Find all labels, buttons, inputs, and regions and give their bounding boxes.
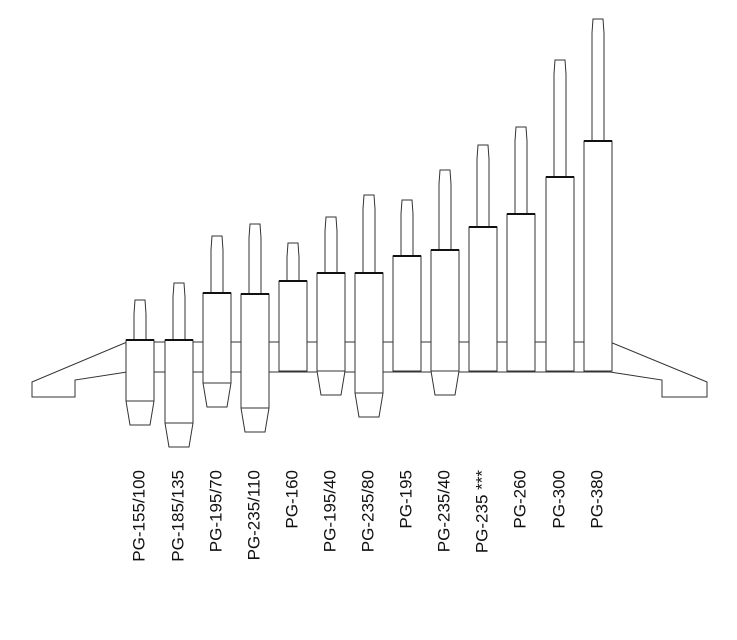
piston-rod <box>400 199 414 257</box>
model-label: PG-300 <box>549 470 568 529</box>
piston-rod <box>362 194 376 274</box>
piston-rod <box>133 299 147 341</box>
gas-spring <box>316 216 346 396</box>
gas-spring <box>545 59 575 372</box>
cylinder-body <box>202 292 232 408</box>
gas-spring <box>278 242 308 372</box>
cylinder-body <box>545 176 575 372</box>
model-label: PG-235/80 <box>358 470 377 552</box>
model-label: PG-195/40 <box>320 470 339 552</box>
gas-spring <box>354 194 384 418</box>
gas-spring <box>583 18 613 372</box>
gas-spring <box>430 169 460 396</box>
piston-rod <box>210 235 224 294</box>
cylinder-body <box>506 213 536 372</box>
gas-spring <box>240 223 270 433</box>
gas-spring <box>468 144 498 372</box>
piston-rod <box>286 242 300 282</box>
cylinder-body <box>354 272 384 418</box>
model-label: PG-235 *** <box>472 470 491 554</box>
model-label: PG-235/110 <box>244 470 263 560</box>
piston-rod <box>438 169 452 251</box>
cylinder-body <box>164 339 194 448</box>
piston-rod <box>591 18 605 142</box>
gas-spring <box>202 235 232 408</box>
model-label: PG-195/70 <box>206 470 225 552</box>
model-label: PG-185/135 <box>168 470 187 562</box>
piston-rod <box>514 126 528 215</box>
piston-rod <box>553 59 567 178</box>
cylinder-body <box>392 255 422 372</box>
gas-spring <box>164 282 194 448</box>
cylinder-body <box>430 249 460 396</box>
gas-spring <box>392 199 422 372</box>
cylinder-body <box>240 293 270 433</box>
model-label: PG-160 <box>282 470 301 529</box>
gas-spring <box>125 299 155 426</box>
model-label: PG-155/100 <box>129 470 148 562</box>
piston-rod <box>172 282 186 341</box>
model-label: PG-260 <box>510 470 529 529</box>
piston-rod <box>324 216 338 274</box>
gas-spring <box>506 126 536 372</box>
model-label: PG-195 <box>396 470 415 529</box>
cylinder-body <box>125 339 155 426</box>
cylinder-body <box>278 280 308 372</box>
piston-rod <box>476 144 490 228</box>
model-label: PG-235/40 <box>434 470 453 552</box>
cylinder-body <box>583 140 613 372</box>
piston-rod <box>248 223 262 295</box>
cylinder-body <box>316 272 346 396</box>
model-label: PG-380 <box>587 470 606 529</box>
cylinder-body <box>468 226 498 372</box>
